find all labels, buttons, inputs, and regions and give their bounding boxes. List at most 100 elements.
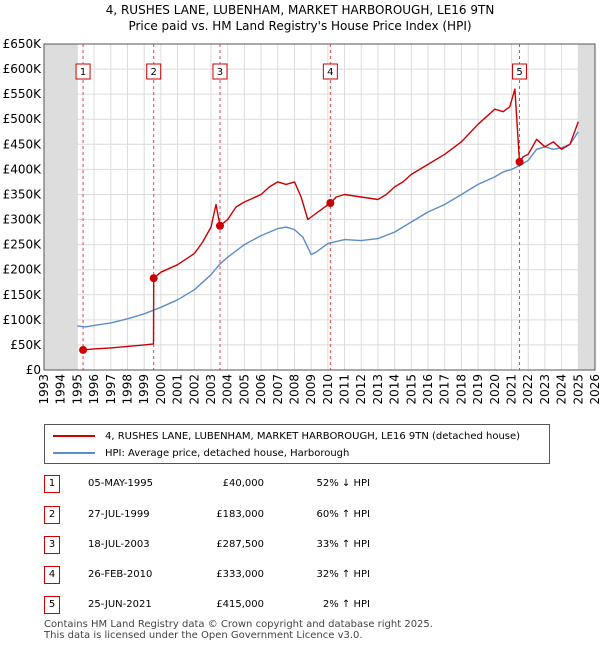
sale-date: 26-FEB-2010 (88, 569, 153, 580)
y-tick-label: £400K (3, 162, 43, 176)
chart-title-line2: Price paid vs. HM Land Registry's House … (128, 19, 471, 33)
x-tick-label: 2025 (571, 374, 585, 405)
sale-point (326, 198, 335, 207)
sale-point (515, 157, 524, 166)
sale-row: 4 26-FEB-2010 £333,000 32% ↑ HPI (0, 566, 600, 586)
sale-price: £333,000 (216, 569, 264, 580)
x-tick-label: 2008 (287, 374, 301, 405)
y-tick-label: £500K (3, 112, 43, 126)
x-tick-label: 2019 (471, 374, 485, 405)
y-tick-label: £250K (3, 238, 43, 252)
sale-hpi-diff: 33% ↑ HPI (316, 539, 370, 550)
sale-point (79, 345, 88, 354)
plot-border (43, 43, 596, 371)
sale-marker-box (322, 63, 338, 80)
x-tick-label: 2018 (454, 374, 468, 405)
legend-swatch-price (53, 435, 95, 437)
x-tick-label: 2013 (371, 374, 385, 405)
x-tick-label: 2024 (555, 374, 569, 405)
x-tick-label: 1995 (70, 374, 84, 405)
x-tick-label: 2012 (354, 374, 368, 405)
y-tick-label: £300K (3, 213, 43, 227)
x-tick-label: 1993 (37, 374, 51, 405)
shaded-range (578, 44, 595, 370)
sale-hpi-diff: 2% ↑ HPI (322, 599, 370, 610)
sale-marker-box (212, 63, 228, 80)
sale-date: 05-MAY-1995 (88, 478, 154, 489)
x-tick-label: 2021 (505, 374, 519, 405)
x-tick-label: 2015 (404, 374, 418, 405)
sale-price: £415,000 (216, 599, 264, 610)
sale-marker-label: 3 (217, 67, 223, 78)
y-tick-label: £200K (3, 263, 43, 277)
footer-line-2: This data is licensed under the Open Gov… (44, 630, 363, 641)
sale-marker-box (75, 63, 91, 80)
footer-line-1: Contains HM Land Registry data © Crown c… (44, 619, 433, 630)
plot-area (44, 44, 595, 370)
sale-price: £183,000 (216, 509, 264, 520)
legend-label-price: 4, RUSHES LANE, LUBENHAM, MARKET HARBORO… (105, 430, 521, 442)
y-tick-label: £0 (26, 363, 41, 377)
sale-point (215, 221, 224, 230)
sale-row: 1 05-MAY-1995 £40,000 52% ↓ HPI (0, 475, 600, 495)
y-tick-label: £600K (3, 62, 43, 76)
chart-legend: 4, RUSHES LANE, LUBENHAM, MARKET HARBORO… (44, 424, 550, 464)
x-tick-label: 2011 (338, 374, 352, 405)
sale-date: 27-JUL-1999 (88, 509, 150, 520)
legend-item-price: 4, RUSHES LANE, LUBENHAM, MARKET HARBORO… (53, 428, 520, 444)
y-tick-label: £350K (3, 187, 43, 201)
x-tick-label: 2020 (488, 374, 502, 405)
sale-number: 3 (44, 536, 60, 554)
sale-number: 4 (44, 566, 60, 584)
x-tick-label: 2009 (304, 374, 318, 405)
x-tick-label: 2001 (171, 374, 185, 405)
x-tick-label: 2014 (388, 374, 402, 405)
chart-title-line1: 4, RUSHES LANE, LUBENHAM, MARKET HARBORO… (106, 3, 495, 17)
sale-point (149, 274, 158, 283)
sale-marker-box (146, 63, 162, 80)
sale-marker-label: 4 (327, 67, 333, 78)
y-tick-label: £100K (3, 313, 43, 327)
legend-swatch-hpi (53, 452, 95, 454)
legend-label-hpi: HPI: Average price, detached house, Harb… (105, 447, 350, 459)
legend-item-hpi: HPI: Average price, detached house, Harb… (53, 445, 349, 461)
x-tick-label: 1996 (87, 374, 101, 405)
x-tick-label: 2004 (221, 374, 235, 405)
x-tick-label: 2017 (438, 374, 452, 405)
x-tick-label: 2023 (538, 374, 552, 405)
x-tick-label: 1994 (54, 374, 68, 405)
sale-date: 25-JUN-2021 (88, 599, 152, 610)
x-tick-label: 2006 (254, 374, 268, 405)
sale-hpi-diff: 52% ↓ HPI (316, 478, 370, 489)
x-tick-label: 2010 (321, 374, 335, 405)
y-tick-label: £150K (3, 288, 43, 302)
sale-row: 5 25-JUN-2021 £415,000 2% ↑ HPI (0, 596, 600, 616)
sale-price: £287,500 (216, 539, 264, 550)
sale-row: 2 27-JUL-1999 £183,000 60% ↑ HPI (0, 506, 600, 526)
sale-date: 18-JUL-2003 (88, 539, 150, 550)
x-tick-label: 2022 (521, 374, 535, 405)
series-line-price (83, 88, 579, 351)
sale-number: 1 (44, 475, 60, 493)
sale-price: £40,000 (222, 478, 264, 489)
x-tick-label: 1998 (120, 374, 134, 405)
y-tick-label: £50K (10, 338, 42, 352)
sale-marker-label: 2 (151, 67, 157, 78)
x-tick-label: 2026 (588, 374, 600, 405)
sale-marker-label: 1 (80, 67, 86, 78)
sale-hpi-diff: 60% ↑ HPI (316, 509, 370, 520)
x-tick-label: 2002 (187, 374, 201, 405)
x-tick-label: 2016 (421, 374, 435, 405)
sale-marker-label: 5 (516, 67, 522, 78)
x-tick-label: 1997 (104, 374, 118, 405)
x-tick-label: 1999 (137, 374, 151, 405)
sale-row: 3 18-JUL-2003 £287,500 33% ↑ HPI (0, 536, 600, 556)
x-tick-label: 2005 (237, 374, 251, 405)
footer-attribution: Contains HM Land Registry data © Crown c… (44, 619, 433, 641)
x-tick-label: 2003 (204, 374, 218, 405)
y-tick-label: £450K (3, 137, 43, 151)
sale-number: 5 (44, 596, 60, 614)
x-tick-label: 2007 (271, 374, 285, 405)
sale-marker-box (512, 63, 528, 80)
sale-number: 2 (44, 506, 60, 524)
